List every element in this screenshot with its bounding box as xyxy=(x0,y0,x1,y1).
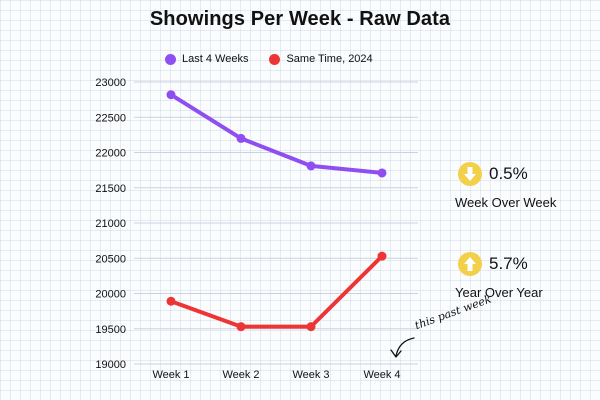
note-arrowhead-icon xyxy=(390,349,402,358)
x-tick-label: Week 2 xyxy=(222,369,259,381)
legend-swatch-same-time-2024 xyxy=(269,53,281,65)
year-over-year-label: Year Over Year xyxy=(455,285,543,300)
y-tick-label: 19000 xyxy=(95,359,126,371)
y-tick-label: 20000 xyxy=(95,289,126,301)
data-point-last-4-weeks xyxy=(166,90,176,100)
y-tick-label: 23000 xyxy=(95,77,126,89)
series-line-last-4-weeks xyxy=(169,92,384,175)
y-tick-label: 19500 xyxy=(95,324,126,336)
up-arrow-icon xyxy=(458,252,482,276)
y-tick-label: 22500 xyxy=(95,112,126,124)
data-point-same-time-2024 xyxy=(166,296,176,306)
week-over-week-stat: 0.5% Week Over Week xyxy=(455,162,557,210)
note-arrow-icon xyxy=(395,337,415,357)
legend-swatch-last-4-weeks xyxy=(165,53,176,65)
series-line-same-time-2024 xyxy=(169,254,384,329)
x-tick-label: Week 1 xyxy=(152,369,189,381)
legend-label-last-4-weeks: Last 4 Weeks xyxy=(182,53,249,65)
week-over-week-value: 0.5% xyxy=(489,164,528,183)
chart-title: Showings Per Week - Raw Data xyxy=(149,8,451,30)
down-arrow-icon xyxy=(458,162,482,186)
y-tick-label: 22000 xyxy=(95,148,126,160)
data-point-same-time-2024 xyxy=(377,251,387,261)
legend-label-same-time-2024: Same Time, 2024 xyxy=(286,53,373,65)
y-tick-label: 20500 xyxy=(95,253,126,265)
data-point-same-time-2024 xyxy=(306,322,316,332)
y-tick-label: 21500 xyxy=(95,183,126,195)
y-tick-label: 21000 xyxy=(95,218,126,230)
data-point-same-time-2024 xyxy=(236,322,246,332)
year-over-year-value: 5.7% xyxy=(489,254,528,273)
data-point-last-4-weeks xyxy=(377,168,387,178)
legend-item-last-4-weeks: Last 4 Weeks xyxy=(165,53,248,65)
legend: Last 4 Weeks Same Time, 2024 xyxy=(165,53,394,65)
data-point-last-4-weeks xyxy=(306,161,316,171)
x-tick-label: Week 4 xyxy=(363,369,400,381)
week-over-week-label: Week Over Week xyxy=(455,195,557,210)
data-point-last-4-weeks xyxy=(236,133,246,143)
legend-item-same-time-2024: Same Time, 2024 xyxy=(269,53,373,65)
x-tick-label: Week 3 xyxy=(292,369,329,381)
year-over-year-stat: 5.7% Year Over Year xyxy=(455,252,543,300)
